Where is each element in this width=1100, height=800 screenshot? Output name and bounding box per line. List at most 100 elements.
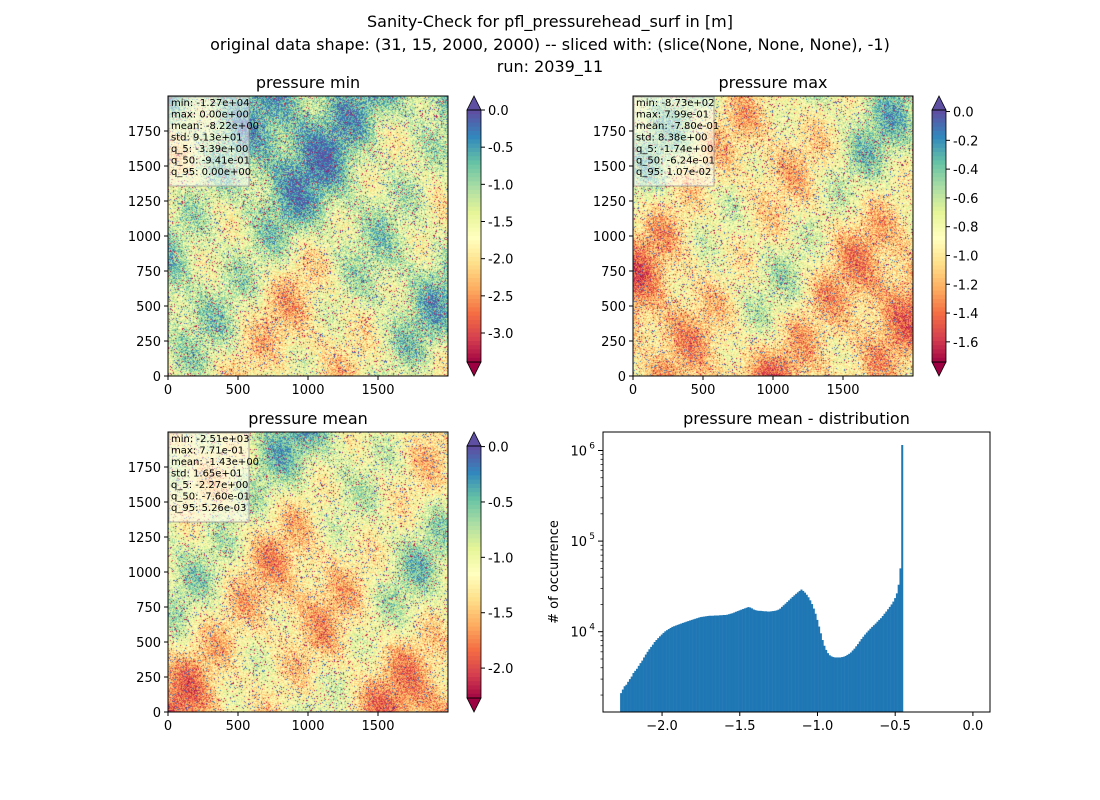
panel-3-xtick-label: 1000	[291, 719, 324, 734]
histogram-bar	[895, 593, 898, 712]
histogram-bar	[789, 598, 792, 712]
panel-2-ytick-label: 1000	[593, 230, 626, 245]
histogram-bar	[876, 621, 879, 712]
colorbar-segment	[467, 248, 481, 254]
colorbar-segment	[467, 227, 481, 233]
panel-2-stats-bg	[633, 96, 715, 187]
colorbar-segment	[932, 122, 946, 128]
histogram-bar	[623, 686, 626, 712]
colorbar-segment	[467, 278, 481, 283]
colorbar-segment	[467, 563, 481, 569]
histogram-bar	[830, 656, 833, 712]
histogram-bar	[842, 656, 845, 712]
histogram-bar	[752, 609, 755, 712]
colorbar-segment	[932, 210, 946, 216]
hist-xtick-label: 0.0	[963, 719, 984, 734]
colorbar-segment	[467, 139, 481, 145]
histogram-bar	[634, 670, 637, 712]
colorbar-segment	[932, 126, 946, 132]
histogram-bar	[627, 681, 630, 712]
histogram-bar	[648, 649, 651, 712]
histogram-bar	[772, 611, 775, 712]
histogram-bar	[667, 629, 670, 712]
colorbar-segment	[467, 122, 481, 128]
histogram-bar	[786, 601, 789, 712]
histogram-bar	[819, 633, 822, 712]
histogram-bar	[864, 634, 867, 712]
histogram-bar	[853, 648, 856, 712]
colorbar-segment	[467, 223, 481, 229]
colorbar-segment	[467, 257, 481, 262]
histogram-bar	[683, 622, 686, 712]
panel-3-ytick-label: 750	[136, 601, 161, 616]
colorbar-segment	[467, 534, 481, 539]
histogram-bar	[653, 641, 656, 712]
colorbar-segment	[467, 614, 481, 619]
panel-3-ytick-label: 1750	[128, 461, 161, 476]
colorbar-segment	[467, 681, 481, 686]
colorbar-tick-label: -0.5	[488, 141, 513, 156]
colorbar-segment	[467, 202, 481, 208]
colorbar-segment	[932, 252, 946, 258]
colorbar-segment	[932, 282, 946, 287]
colorbar-segment	[467, 458, 481, 464]
histogram-bar	[892, 601, 895, 712]
colorbar-segment	[467, 135, 481, 140]
colorbar-segment	[467, 672, 481, 678]
histogram-bar	[628, 679, 631, 712]
panel-2-ytick-label: 500	[601, 300, 626, 315]
colorbar-tick-label: -0.4	[953, 163, 978, 178]
colorbar-segment	[467, 622, 481, 628]
histogram-bar	[858, 641, 861, 712]
colorbar-segment	[467, 194, 481, 199]
colorbar-segment	[932, 299, 946, 304]
panel-1-xtick-label: 0	[164, 383, 172, 398]
colorbar-segment	[467, 206, 481, 212]
colorbar-segment	[467, 605, 481, 611]
histogram-bar	[727, 614, 730, 712]
histogram-bar	[759, 610, 762, 712]
colorbar-segment	[467, 315, 481, 321]
colorbar-segment	[467, 593, 481, 598]
panel-3-stat-line: q_50: -7.60e-01	[171, 492, 250, 503]
colorbar-segment	[467, 513, 481, 518]
panel-2-stat-line: min: -8.73e+02	[636, 98, 715, 109]
colorbar-segment	[467, 349, 481, 355]
histogram-bar	[865, 632, 868, 712]
histogram-bar	[883, 613, 886, 712]
hist-ytick-label: 10	[570, 535, 587, 550]
panel-1-ytick-label: 1500	[128, 160, 161, 175]
histogram-bar	[706, 616, 709, 712]
colorbar-segment	[932, 147, 946, 153]
colorbar-segment	[932, 244, 946, 250]
colorbar-tick-label: -2.0	[488, 253, 513, 268]
colorbar-segment	[467, 479, 481, 485]
panel-3-ytick-label: 250	[136, 671, 161, 686]
colorbar-segment	[467, 273, 481, 279]
histogram-bar	[800, 589, 803, 712]
colorbar-segment	[467, 252, 481, 258]
histogram-bar	[639, 663, 642, 712]
histogram-bar	[851, 650, 854, 712]
panel-1-ytick-label: 750	[136, 265, 161, 280]
histogram-bar	[839, 657, 842, 712]
histogram-bar	[632, 673, 635, 712]
colorbar-segment	[932, 181, 946, 187]
colorbar-segment	[467, 618, 481, 623]
colorbar-segment	[932, 164, 946, 170]
panel-2-ytick-label: 1500	[593, 160, 626, 175]
colorbar-frame	[466, 445, 482, 699]
colorbar-segment	[467, 219, 481, 224]
colorbar-segment	[467, 551, 481, 556]
histogram-bar	[885, 611, 888, 712]
colorbar-segment	[467, 189, 481, 195]
panel-4-title: pressure mean - distribution	[683, 409, 910, 428]
histogram-bar	[708, 615, 711, 712]
colorbar-segment	[467, 609, 481, 615]
histogram-bar	[676, 624, 679, 712]
colorbar-segment	[932, 303, 946, 308]
panel-1-colorbar: 0.0 -0.5 -1.0 -1.5 -2.0 -2.5 -3.0	[466, 95, 513, 377]
colorbar-segment	[467, 231, 481, 237]
colorbar-segment	[467, 299, 481, 304]
